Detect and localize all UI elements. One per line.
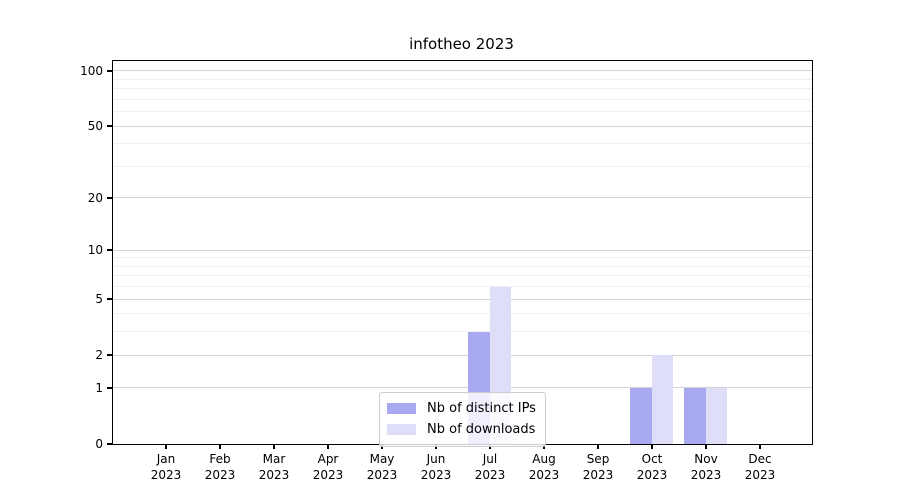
legend-label-downloads: Nb of downloads <box>427 422 536 437</box>
x-tick-month: Aug <box>532 452 556 466</box>
y-tick-mark <box>106 125 112 127</box>
x-tick-mark <box>165 444 167 449</box>
bar <box>651 355 673 444</box>
x-tick-month: Jun <box>426 452 446 466</box>
minor-gridline <box>113 265 812 267</box>
x-tick-month: Oct <box>641 452 663 466</box>
y-tick-mark <box>106 249 112 251</box>
y-tick-label: 100 <box>80 63 103 78</box>
y-tick-label: 1 <box>95 380 103 395</box>
x-tick-mark <box>705 444 707 449</box>
major-gridline <box>113 197 812 199</box>
minor-gridline <box>113 78 812 80</box>
y-tick-label: 50 <box>87 119 103 134</box>
legend-swatch-distinct-ips <box>387 403 416 414</box>
x-tick-year: 2023 <box>420 468 452 482</box>
legend-label-distinct-ips: Nb of distinct IPs <box>427 401 536 416</box>
x-tick-year: 2023 <box>366 468 398 482</box>
x-tick-label: Oct 2023 <box>625 451 679 483</box>
bar <box>684 387 706 444</box>
major-gridline <box>113 354 812 356</box>
legend-item-distinct-ips: Nb of distinct IPs <box>387 398 538 419</box>
x-tick-month: Mar <box>262 452 286 466</box>
x-tick-label: Jan 2023 <box>139 451 193 483</box>
x-tick-label: Feb 2023 <box>193 451 247 483</box>
y-tick-mark <box>106 70 112 72</box>
x-tick-label: May 2023 <box>355 451 409 483</box>
legend-swatch-downloads <box>387 424 416 435</box>
x-tick-year: 2023 <box>528 468 560 482</box>
x-tick-mark <box>273 444 275 449</box>
minor-gridline <box>113 257 812 259</box>
x-tick-month: Apr <box>317 452 339 466</box>
x-tick-month: Dec <box>748 452 772 466</box>
x-tick-month: Feb <box>209 452 231 466</box>
minor-gridline <box>113 143 812 145</box>
bar <box>630 387 652 444</box>
y-tick-mark <box>106 354 112 356</box>
y-tick-label: 20 <box>87 190 103 205</box>
x-tick-label: Dec 2023 <box>733 451 787 483</box>
x-tick-month: Jan <box>156 452 176 466</box>
x-tick-mark <box>219 444 221 449</box>
legend-item-downloads: Nb of downloads <box>387 419 538 440</box>
x-tick-mark <box>327 444 329 449</box>
x-tick-year: 2023 <box>582 468 614 482</box>
minor-gridline <box>113 286 812 288</box>
x-tick-year: 2023 <box>204 468 236 482</box>
y-tick-mark <box>106 443 112 445</box>
x-tick-label: Mar 2023 <box>247 451 301 483</box>
minor-gridline <box>113 88 812 90</box>
x-tick-label: Jun 2023 <box>409 451 463 483</box>
x-tick-year: 2023 <box>636 468 668 482</box>
y-tick-mark <box>106 298 112 300</box>
x-tick-year: 2023 <box>744 468 776 482</box>
major-gridline <box>113 249 812 251</box>
plot-area: Nb of distinct IPs Nb of downloads 0 1 2 5 1… <box>80 60 813 482</box>
y-tick-label: 2 <box>95 348 103 363</box>
major-gridline <box>113 387 812 389</box>
x-tick-label: Aug 2023 <box>517 451 571 483</box>
x-tick-label: Nov 2023 <box>679 451 733 483</box>
y-tick-label: 5 <box>95 292 103 307</box>
x-tick-year: 2023 <box>258 468 290 482</box>
x-tick-year: 2023 <box>690 468 722 482</box>
minor-gridline <box>113 111 812 113</box>
major-gridline <box>113 125 812 127</box>
chart-title: infotheo 2023 <box>409 35 514 53</box>
major-gridline <box>113 298 812 300</box>
major-gridline <box>113 70 812 72</box>
minor-gridline <box>113 331 812 333</box>
x-tick-year: 2023 <box>150 468 182 482</box>
y-tick-mark <box>106 387 112 389</box>
x-tick-label: Sep 2023 <box>571 451 625 483</box>
minor-gridline <box>113 275 812 277</box>
x-tick-month: Sep <box>586 452 610 466</box>
legend: Nb of distinct IPs Nb of downloads <box>379 392 546 447</box>
x-tick-month: Jul <box>482 452 498 466</box>
y-tick-mark <box>106 197 112 199</box>
x-tick-year: 2023 <box>312 468 344 482</box>
x-tick-month: Nov <box>694 452 718 466</box>
x-tick-mark <box>597 444 599 449</box>
minor-gridline <box>113 98 812 100</box>
minor-gridline <box>113 313 812 315</box>
x-tick-year: 2023 <box>474 468 506 482</box>
y-tick-label: 10 <box>87 243 103 258</box>
y-tick-label: 0 <box>95 437 103 451</box>
x-tick-label: Apr 2023 <box>301 451 355 483</box>
bar <box>705 387 727 444</box>
minor-gridline <box>113 165 812 167</box>
x-tick-mark <box>651 444 653 449</box>
x-tick-month: May <box>369 452 395 466</box>
x-tick-label: Jul 2023 <box>463 451 517 483</box>
x-tick-mark <box>759 444 761 449</box>
